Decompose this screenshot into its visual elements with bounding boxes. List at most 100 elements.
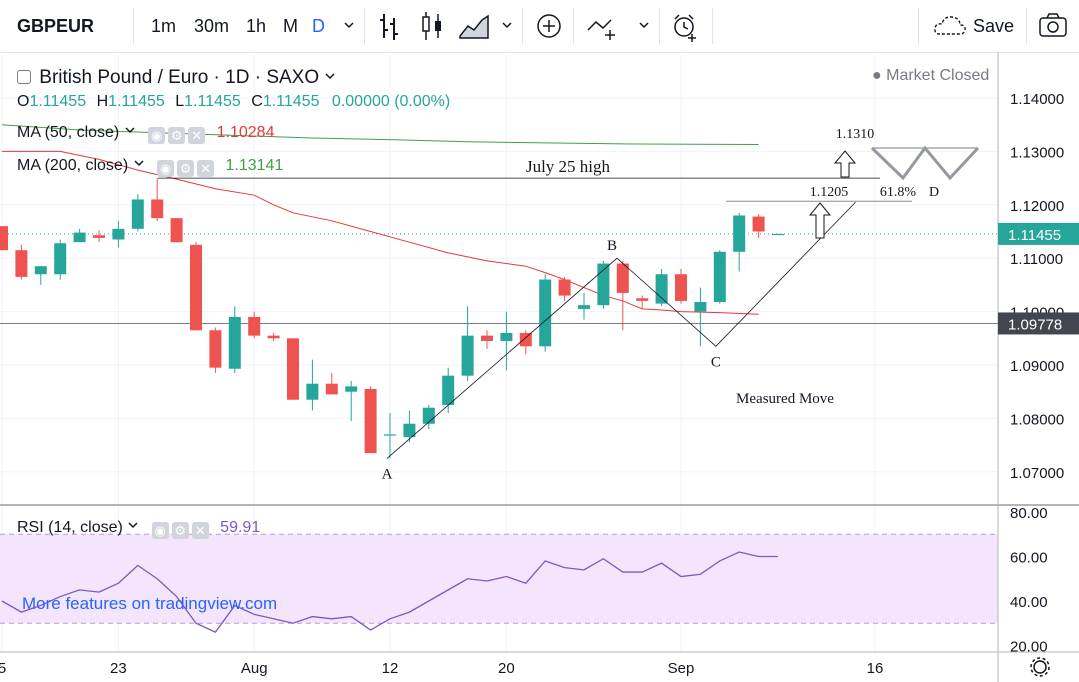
candle-body <box>578 305 590 309</box>
ma200-path <box>1 124 759 145</box>
area-chart-type-button[interactable] <box>458 0 490 52</box>
chevron-down-icon[interactable] <box>127 520 139 532</box>
time-tick-label: Sep <box>668 660 695 677</box>
target-1205-label: 1.1205 <box>810 185 849 200</box>
ohlc-legend: O1.11455 H1.11455 L1.11455 C1.11455 0.00… <box>17 93 451 110</box>
chevron-down-icon[interactable] <box>324 71 336 83</box>
candle-body <box>190 244 202 331</box>
gear-icon[interactable]: ⚙ <box>168 127 186 144</box>
candle <box>325 373 338 395</box>
point-b-label: B <box>607 238 617 254</box>
candle <box>713 250 726 304</box>
compare-dropdown-button[interactable] <box>638 0 650 52</box>
chevron-down-icon[interactable] <box>124 125 136 137</box>
ma50-label: MA (50, close) <box>17 124 120 141</box>
ohlc-high: 1.11455 <box>108 93 165 110</box>
close-icon[interactable]: ✕ <box>197 160 215 177</box>
gear-icon[interactable]: ⚙ <box>177 160 195 177</box>
candle-body <box>675 274 687 301</box>
compare-button[interactable] <box>586 0 620 52</box>
drawings: A B C Measured Move July 25 high 61.8% 1.1205 1… <box>158 127 980 482</box>
interval-m-button[interactable]: M <box>283 16 298 36</box>
candles-icon <box>422 12 441 40</box>
last-price-badge <box>998 222 1079 245</box>
candle-body <box>442 375 455 406</box>
candle-body <box>267 335 280 339</box>
close-icon[interactable]: ✕ <box>191 522 209 539</box>
chart-settings-gear-icon[interactable] <box>1030 657 1050 677</box>
candle <box>287 338 299 400</box>
create-alert-button[interactable] <box>670 0 700 52</box>
price-tick-label: 1.07000 <box>1010 465 1064 482</box>
point-c-label: C <box>711 354 721 370</box>
chart-type-dropdown-button[interactable] <box>501 0 513 52</box>
interval-dropdown-button[interactable] <box>343 0 355 52</box>
candle <box>131 194 144 232</box>
candle-body <box>287 338 299 400</box>
collapse-icon[interactable] <box>17 70 31 84</box>
candle-body <box>519 332 532 347</box>
interval-30m-button[interactable]: 30m <box>194 16 230 36</box>
level-price-label: 1.09778 <box>1008 316 1062 333</box>
eye-icon[interactable]: ◉ <box>148 127 166 144</box>
last-price-label: 1.11455 <box>1008 227 1061 244</box>
chevron-down-icon <box>639 22 649 29</box>
candle-body <box>422 407 435 424</box>
interval-1h-button[interactable]: 1h <box>246 16 267 36</box>
rsi-tick-label: 40.00 <box>1010 594 1048 611</box>
candles-chart-type-button[interactable] <box>420 0 446 52</box>
candle-body <box>73 232 86 243</box>
ma200-value: 1.13141 <box>225 157 284 174</box>
candle <box>209 327 222 374</box>
level-price-badge <box>998 312 1079 335</box>
toolbar-divider <box>573 8 574 44</box>
candle-body <box>345 386 358 392</box>
symbol-search-button[interactable]: GBPEUR <box>17 16 95 36</box>
candle-body <box>713 251 726 302</box>
arrow-up-shape <box>808 202 832 239</box>
eye-icon[interactable]: ◉ <box>157 160 175 177</box>
candle-body <box>34 266 47 275</box>
time-tick-label: 16 <box>867 660 884 677</box>
toolbar-divider <box>918 8 919 44</box>
candle-body <box>209 330 222 368</box>
rsi-legend[interactable]: RSI (14, close) ◉ ⚙ ✕ 59.91 <box>17 519 260 539</box>
candles <box>0 178 784 459</box>
target-1310-label: 1.1310 <box>836 127 875 142</box>
ma50-legend[interactable]: MA (50, close) ◉ ⚙ ✕ 1.10284 <box>17 124 274 144</box>
bar-chart-type-button[interactable] <box>378 0 404 52</box>
rsi-tick-label: 60.00 <box>1010 550 1048 567</box>
rsi-label: RSI (14, close) <box>17 519 123 536</box>
ma200-label: MA (200, close) <box>17 157 129 174</box>
market-status: ● Market Closed <box>872 67 990 84</box>
time-tick-label: 12 <box>382 660 399 677</box>
candle <box>228 306 241 374</box>
ma200-legend[interactable]: MA (200, close) ◉ ⚙ ✕ 1.13141 <box>17 157 283 177</box>
candle <box>481 330 493 349</box>
candle <box>151 178 164 221</box>
snapshot-button[interactable] <box>1037 0 1069 52</box>
chevron-down-icon[interactable] <box>133 158 145 170</box>
candle <box>267 332 280 341</box>
tradingview-watermark-link[interactable]: More features on tradingview.com <box>22 594 278 613</box>
add-indicator-button[interactable] <box>535 0 563 52</box>
eye-icon[interactable]: ◉ <box>151 522 169 539</box>
ma50-value: 1.10284 <box>216 124 275 141</box>
top-toolbar: GBPEUR 1m 30m 1h M D <box>0 0 1079 53</box>
interval-1m-button[interactable]: 1m <box>151 16 177 36</box>
gear-icon[interactable]: ⚙ <box>171 522 189 539</box>
candle-body <box>597 263 610 306</box>
save-button[interactable]: Save <box>932 0 1014 52</box>
bars-icon <box>380 14 398 40</box>
rsi-value: 59.91 <box>220 519 261 536</box>
candle <box>694 287 707 347</box>
close-icon[interactable]: ✕ <box>188 127 206 144</box>
candle-body <box>636 298 649 301</box>
rsi-tick-label: 80.00 <box>1010 505 1048 522</box>
interval-d-button[interactable]: D <box>312 16 325 36</box>
axes: 1.140001.130001.120001.110001.100001.090… <box>0 52 1079 682</box>
candle-body <box>15 250 28 277</box>
toolbar-divider <box>522 8 523 44</box>
symbol-legend[interactable]: British Pound / Euro · 1D · SAXO <box>17 67 336 89</box>
